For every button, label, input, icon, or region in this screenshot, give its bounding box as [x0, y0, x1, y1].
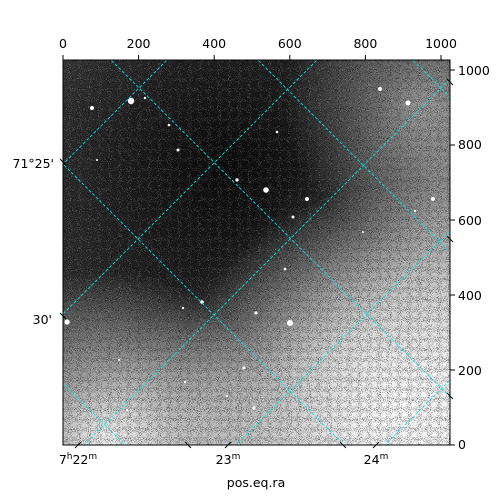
ra-tick-label: 7h22m — [59, 452, 97, 467]
ra-axis-labels: 7h22m 23m 24m — [59, 452, 389, 467]
x-axis-label: pos.eq.ra — [227, 475, 285, 490]
dec-tick-label: 71°25' — [13, 156, 55, 171]
top-tick-label: 800 — [353, 36, 377, 51]
star — [254, 311, 258, 315]
star — [305, 197, 309, 201]
dec-axis-labels: 71°25' 30' — [13, 156, 55, 327]
right-tick-label: 200 — [458, 363, 482, 378]
star — [183, 380, 187, 384]
star — [242, 366, 246, 370]
top-tick-label: 600 — [278, 36, 302, 51]
star — [413, 209, 417, 213]
star — [64, 319, 70, 325]
star — [127, 97, 135, 105]
grid-line — [412, 60, 450, 98]
right-tick-label: 600 — [458, 213, 482, 228]
star — [431, 197, 435, 201]
grid-line — [257, 60, 450, 253]
grid-line — [235, 230, 450, 445]
grid-line — [110, 60, 450, 398]
top-tick-label: 400 — [202, 36, 226, 51]
star — [252, 406, 256, 410]
top-tick-label: 0 — [59, 36, 67, 51]
ra-tick-label: 23m — [216, 452, 241, 467]
star — [287, 320, 293, 326]
star — [405, 100, 411, 106]
star — [235, 178, 239, 182]
star — [181, 306, 185, 310]
top-tick-label: 1000 — [425, 36, 457, 51]
star — [275, 130, 279, 134]
right-tick-label: 400 — [458, 288, 482, 303]
tick-mark — [59, 158, 67, 166]
tick-mark — [446, 78, 454, 86]
right-axis-labels: 1000 800 600 400 200 0 — [458, 63, 490, 452]
grid-line — [63, 163, 345, 445]
grid-line — [63, 60, 168, 165]
tick-mark — [184, 441, 192, 449]
tick-mark — [224, 441, 232, 449]
star — [291, 215, 295, 219]
right-tick-label: 800 — [458, 137, 482, 152]
sky-image — [63, 60, 450, 445]
star — [125, 408, 129, 412]
grid-line — [83, 78, 450, 445]
star — [362, 231, 364, 233]
tick-mark — [339, 441, 347, 449]
star-field — [64, 87, 435, 412]
coordinate-grid — [63, 60, 450, 445]
ra-tick-label: 24m — [364, 452, 389, 467]
right-tick-label: 1000 — [458, 63, 490, 78]
star — [90, 106, 94, 110]
star — [378, 87, 382, 91]
star — [143, 96, 147, 100]
star — [331, 380, 333, 382]
tick-marks — [59, 55, 455, 449]
star — [118, 359, 120, 361]
star — [176, 148, 180, 152]
star — [96, 159, 98, 161]
star — [225, 394, 229, 398]
star — [283, 267, 287, 271]
tick-mark — [446, 392, 454, 400]
star — [167, 123, 171, 127]
tick-mark — [74, 441, 82, 449]
top-axis-labels: 0 200 400 600 800 1000 — [59, 36, 457, 51]
plot-frame — [62, 59, 451, 446]
top-tick-label: 200 — [127, 36, 151, 51]
dec-tick-label: 30' — [33, 312, 52, 327]
star — [263, 187, 269, 193]
grid-line — [63, 60, 318, 315]
grid-line — [384, 379, 450, 445]
star — [200, 300, 204, 304]
tick-mark — [372, 441, 380, 449]
right-tick-label: 0 — [458, 437, 466, 452]
tick-mark — [59, 312, 67, 320]
tick-mark — [446, 235, 454, 243]
